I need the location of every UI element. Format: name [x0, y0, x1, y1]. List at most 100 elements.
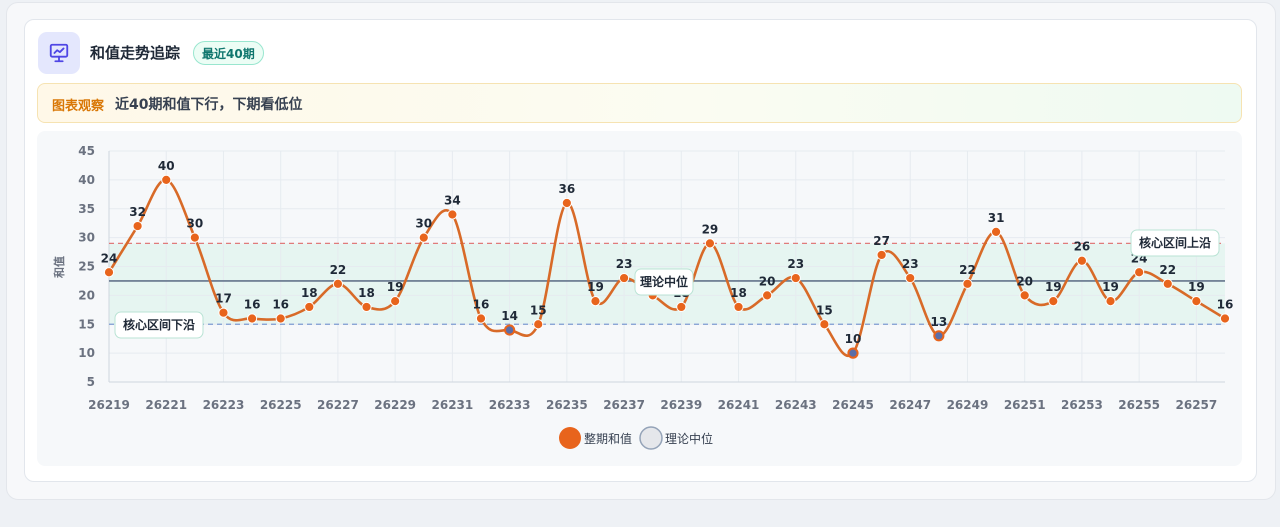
data-point: [275, 313, 286, 324]
x-tick-label: 26251: [1004, 398, 1046, 412]
data-label: 26: [1074, 240, 1091, 254]
data-label: 31: [988, 211, 1005, 225]
median-callout: 理论中位: [634, 268, 694, 296]
x-tick-label: 26253: [1061, 398, 1103, 412]
data-label: 18: [301, 286, 318, 300]
y-tick-label: 30: [78, 231, 95, 245]
data-point: [561, 197, 572, 209]
data-label: 19: [1188, 280, 1205, 294]
legend-label-median: 理论中位: [665, 431, 713, 446]
period-badge: 最近40期: [193, 41, 264, 65]
data-label: 14: [501, 309, 518, 323]
data-point: [704, 238, 716, 249]
data-label: 18: [358, 286, 375, 300]
data-point: [189, 232, 200, 243]
data-label: 18: [730, 286, 747, 300]
data-point: [132, 220, 143, 232]
x-tick-label: 26229: [374, 398, 416, 412]
data-label: 22: [330, 263, 347, 277]
data-point: [1134, 267, 1145, 278]
data-point: [361, 301, 372, 313]
data-point: [618, 272, 630, 284]
upper-bound-callout: 核心区间上沿: [1130, 229, 1220, 257]
data-point: [533, 319, 544, 330]
x-tick-label: 26245: [832, 398, 874, 412]
data-label: 24: [101, 251, 118, 265]
data-point: [933, 330, 945, 342]
data-point: [847, 347, 859, 359]
data-label: 10: [845, 332, 862, 346]
data-point: [1219, 313, 1231, 324]
data-label: 30: [415, 217, 432, 231]
data-point: [447, 209, 458, 220]
data-label: 20: [1016, 274, 1033, 288]
x-tick-label: 26239: [660, 398, 702, 412]
data-point: [1191, 296, 1202, 307]
data-label: 16: [244, 297, 261, 311]
y-tick-label: 10: [78, 346, 95, 360]
x-tick-label: 26223: [203, 398, 245, 412]
x-tick-label: 26257: [1176, 398, 1218, 412]
x-tick-label: 26247: [889, 398, 931, 412]
data-label: 29: [702, 222, 719, 236]
data-label: 27: [873, 234, 890, 248]
data-point: [676, 301, 687, 313]
x-tick-label: 26243: [775, 398, 817, 412]
legend-label-series: 整期和值: [584, 431, 632, 446]
data-label: 16: [1217, 297, 1234, 311]
y-tick-label: 25: [78, 260, 95, 274]
data-point: [475, 313, 487, 324]
data-point: [733, 301, 744, 313]
data-point: [790, 272, 801, 284]
x-tick-label: 26237: [603, 398, 645, 412]
lower-bound-callout-box: [114, 311, 204, 339]
data-label: 13: [930, 315, 947, 329]
data-label: 34: [444, 194, 461, 208]
data-point: [990, 226, 1002, 237]
data-point: [962, 278, 973, 289]
data-label: 16: [473, 297, 490, 311]
y-tick-label: 15: [78, 317, 95, 331]
data-label: 15: [530, 303, 547, 317]
insight-label: 图表观察: [52, 99, 105, 114]
insight-banner: 图表观察 近40期和值下行，下期看低位: [37, 83, 1242, 123]
y-tick-label: 20: [78, 288, 95, 302]
data-label: 36: [558, 182, 575, 196]
x-tick-label: 26235: [546, 398, 588, 412]
data-label: 22: [1159, 263, 1176, 277]
median-callout-box: [634, 268, 694, 296]
data-point: [332, 278, 344, 289]
x-tick-label: 26221: [145, 398, 187, 412]
data-label: 20: [759, 274, 776, 288]
y-tick-label: 40: [78, 173, 95, 187]
y-tick-label: 35: [78, 202, 95, 216]
y-tick-label: 5: [87, 375, 95, 389]
data-label: 32: [129, 205, 146, 219]
x-tick-label: 26231: [432, 398, 474, 412]
data-point: [1076, 255, 1088, 266]
x-tick-label: 26225: [260, 398, 302, 412]
x-tick-label: 26241: [718, 398, 760, 412]
insight-text: 近40期和值下行，下期看低位: [115, 97, 303, 113]
data-point: [161, 174, 172, 185]
data-label: 16: [272, 297, 289, 311]
data-point: [762, 290, 773, 301]
x-tick-label: 26255: [1118, 398, 1160, 412]
median-callout-text: 理论中位: [640, 274, 688, 289]
data-label: 40: [158, 159, 175, 173]
data-label: 17: [215, 292, 232, 306]
data-point: [819, 319, 830, 330]
upper-bound-callout-text: 核心区间上沿: [1139, 235, 1211, 250]
card-title: 和值走势追踪: [90, 44, 181, 62]
data-point: [418, 232, 429, 243]
data-label: 19: [587, 280, 604, 294]
lower-bound-callout-text: 核心区间下沿: [123, 317, 195, 332]
data-label: 15: [816, 303, 833, 317]
data-label: 23: [616, 257, 633, 271]
data-label: 19: [387, 280, 404, 294]
data-point: [504, 324, 516, 336]
data-point: [390, 296, 401, 307]
data-label: 19: [1045, 280, 1062, 294]
data-point: [103, 267, 115, 278]
